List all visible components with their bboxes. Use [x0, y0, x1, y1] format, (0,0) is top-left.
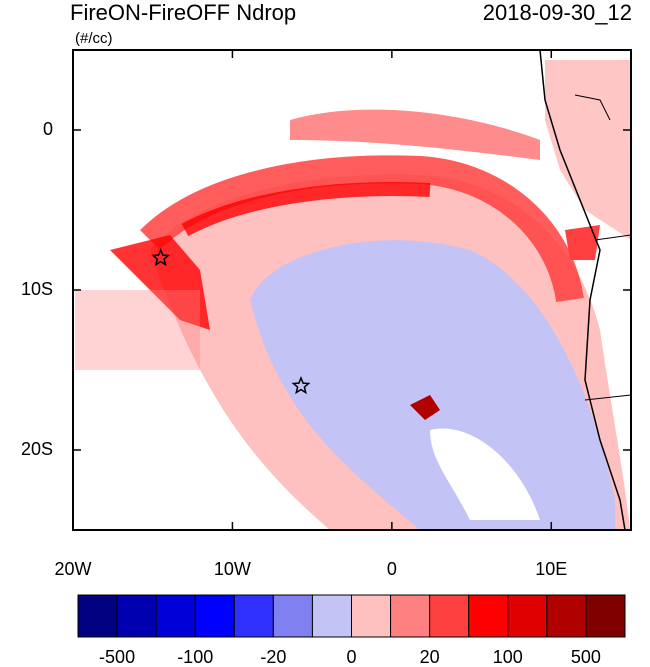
- colorbar-label: -100: [177, 647, 213, 667]
- colorbar-box: [468, 594, 509, 638]
- white-patch: [430, 428, 540, 520]
- colorbar-box: [390, 594, 431, 638]
- colorbar-label: -500: [99, 647, 135, 667]
- coastline: [539, 50, 626, 530]
- date: 2018-09-30_12: [483, 0, 632, 25]
- y-tick-label: 20S: [21, 439, 53, 459]
- land-patch: [565, 225, 600, 260]
- land-speckle: [545, 60, 631, 240]
- red-patch: [110, 235, 210, 330]
- colorbar-box: [155, 594, 196, 638]
- x-tick-label: 20W: [54, 559, 91, 579]
- colorbar-box: [116, 594, 157, 638]
- red-arc: [140, 155, 584, 303]
- west-speckle: [75, 290, 200, 370]
- x-tick-label: 10E: [535, 559, 567, 579]
- field: [75, 50, 631, 530]
- title: FireON-FireOFF Ndrop: [70, 0, 296, 25]
- red-arc-inner: [181, 182, 431, 237]
- colorbar-box: [429, 594, 470, 638]
- colorbar-box: [351, 594, 392, 638]
- colorbar-label: 500: [571, 647, 601, 667]
- colorbar-label: 100: [493, 647, 523, 667]
- colorbar-box: [546, 594, 587, 638]
- north-band: [290, 109, 540, 160]
- site-marker: [291, 376, 311, 395]
- x-tick-label: 0: [387, 559, 397, 579]
- borders: [574, 94, 631, 401]
- colorbar-label: 0: [346, 647, 356, 667]
- colorbar-box: [311, 594, 352, 638]
- colorbar-box: [233, 594, 274, 638]
- units: (#/cc): [75, 30, 113, 47]
- colorbar-box: [272, 594, 313, 638]
- dark-patch: [410, 395, 440, 420]
- blue-area: [250, 240, 615, 530]
- y-tick-label: 10S: [21, 279, 53, 299]
- colorbar-box: [77, 594, 118, 638]
- colorbar-box: [194, 594, 235, 638]
- colorbar-label: -20: [260, 647, 286, 667]
- colorbar-label: 20: [420, 647, 440, 667]
- colorbar-box: [507, 594, 548, 638]
- x-tick-label: 10W: [214, 559, 251, 579]
- site-marker: [151, 248, 171, 267]
- y-tick-label: 0: [43, 119, 53, 139]
- colorbar-box: [585, 594, 626, 638]
